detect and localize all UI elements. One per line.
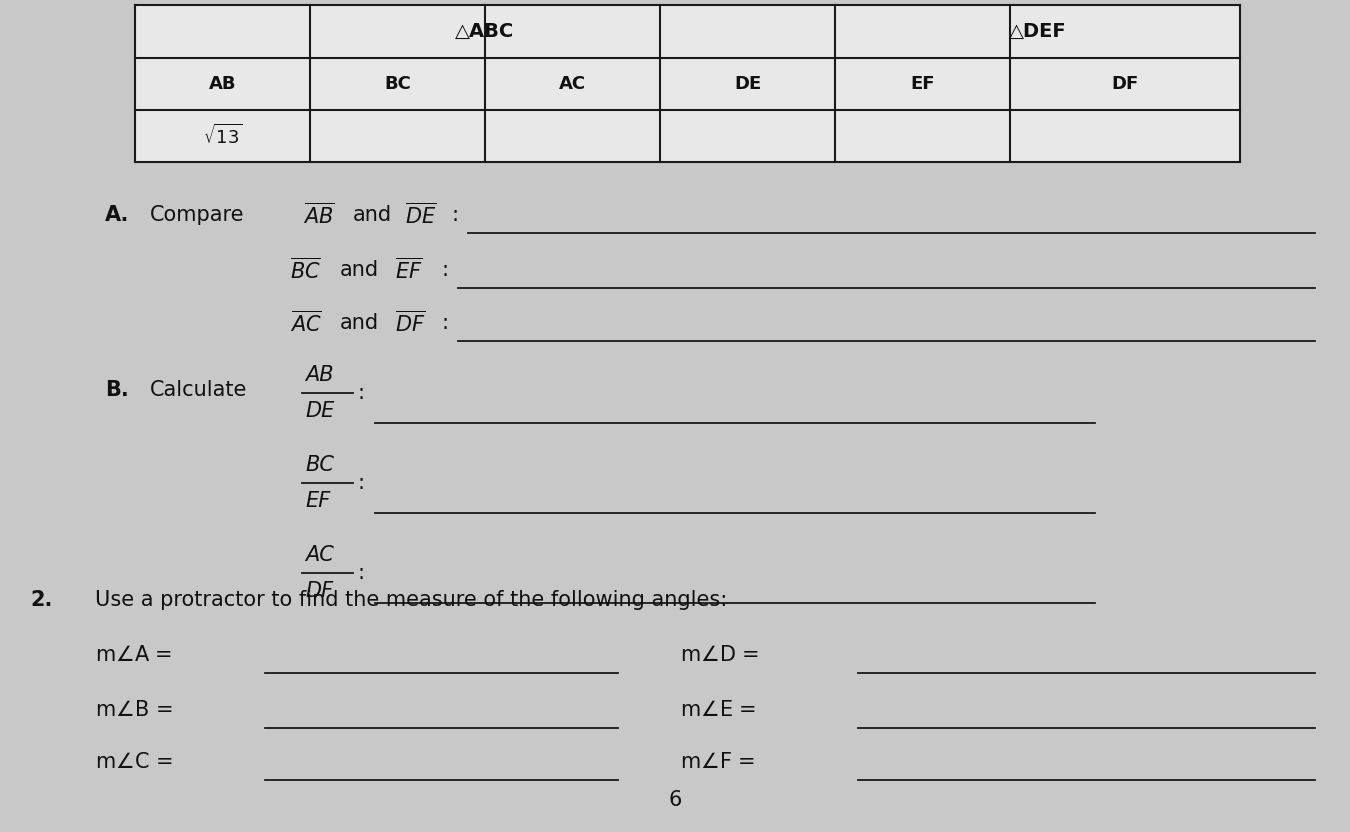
Text: $\sqrt{13}$: $\sqrt{13}$	[202, 124, 243, 148]
Text: $\overline{AC}$: $\overline{AC}$	[290, 310, 321, 336]
Text: A.: A.	[105, 205, 130, 225]
Text: BC: BC	[305, 455, 333, 475]
Text: EF: EF	[910, 75, 934, 93]
Text: m$\angle$B =: m$\angle$B =	[95, 700, 173, 720]
Text: :: :	[356, 563, 365, 583]
Text: $\overline{EF}$: $\overline{EF}$	[396, 257, 423, 283]
Text: m$\angle$F =: m$\angle$F =	[680, 752, 755, 772]
Text: :: :	[441, 260, 450, 280]
Text: and: and	[340, 313, 379, 333]
Text: B.: B.	[105, 380, 128, 400]
Text: Compare: Compare	[150, 205, 244, 225]
Text: Use a protractor to find the measure of the following angles:: Use a protractor to find the measure of …	[95, 590, 728, 610]
Text: BC: BC	[383, 75, 410, 93]
Text: AC: AC	[559, 75, 586, 93]
Text: DE: DE	[305, 401, 335, 421]
Text: :: :	[356, 383, 365, 403]
Text: :: :	[441, 313, 450, 333]
Text: EF: EF	[305, 491, 331, 511]
Text: and: and	[340, 260, 379, 280]
Text: $\overline{DE}$: $\overline{DE}$	[405, 202, 436, 228]
Text: m$\angle$E =: m$\angle$E =	[680, 700, 756, 720]
Text: $\overline{AB}$: $\overline{AB}$	[302, 202, 335, 228]
Text: Calculate: Calculate	[150, 380, 247, 400]
Text: and: and	[352, 205, 392, 225]
Bar	[135, 5, 1241, 162]
Text: △ABC: △ABC	[455, 22, 514, 41]
Text: DF: DF	[1111, 75, 1138, 93]
Text: $\overline{BC}$: $\overline{BC}$	[290, 257, 321, 283]
Text: 6: 6	[668, 790, 682, 810]
Text: △DEF: △DEF	[1008, 22, 1066, 41]
Text: AC: AC	[305, 545, 333, 565]
Text: m$\angle$A =: m$\angle$A =	[95, 645, 173, 665]
Text: AB: AB	[209, 75, 236, 93]
Text: m$\angle$C =: m$\angle$C =	[95, 752, 173, 772]
Text: DF: DF	[305, 581, 333, 601]
Text: m$\angle$D =: m$\angle$D =	[680, 645, 759, 665]
Text: DE: DE	[734, 75, 761, 93]
Text: $\overline{DF}$: $\overline{DF}$	[396, 310, 425, 336]
Text: :: :	[452, 205, 459, 225]
Text: 2.: 2.	[30, 590, 53, 610]
Text: AB: AB	[305, 365, 333, 385]
Text: :: :	[356, 473, 365, 493]
